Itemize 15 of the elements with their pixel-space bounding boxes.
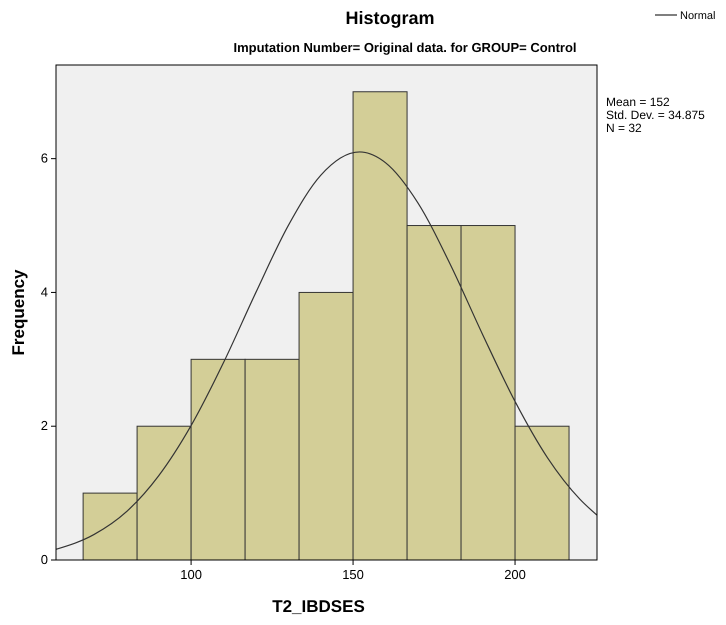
text: Mean = 152 — [606, 95, 670, 109]
legend-label: Normal — [680, 10, 716, 22]
text: N = 32 — [606, 121, 642, 135]
chart-subtitle: Imputation Number= Original data. for GROUP= Control — [233, 40, 577, 55]
y-tick-label: 0 — [40, 552, 48, 567]
chart-title: Histogram — [345, 8, 435, 28]
y-axis-title: Frequency — [9, 268, 28, 356]
y-tick-label: 2 — [40, 418, 48, 434]
text: Std. Dev. = 34.875 — [606, 108, 706, 122]
x-tick-label: 100 — [180, 567, 202, 582]
x-axis-title: T2_IBDSES — [272, 597, 365, 616]
y-tick-label: 4 — [40, 284, 48, 300]
x-tick-label: 200 — [504, 567, 526, 582]
y-tick-label: 6 — [40, 150, 48, 166]
x-tick-label: 150 — [342, 567, 364, 582]
